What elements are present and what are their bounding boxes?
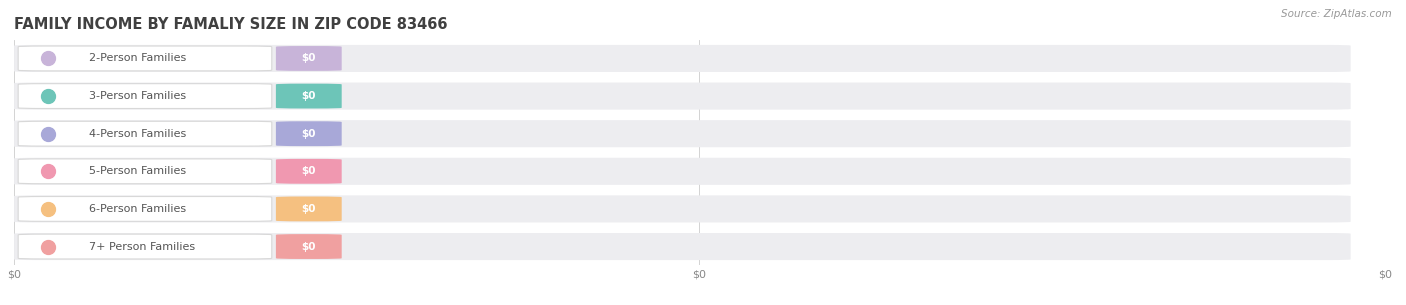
Text: 6-Person Families: 6-Person Families: [90, 204, 187, 214]
FancyBboxPatch shape: [14, 196, 1351, 222]
Text: $0: $0: [301, 166, 316, 176]
FancyBboxPatch shape: [18, 46, 271, 71]
FancyBboxPatch shape: [276, 121, 342, 146]
FancyBboxPatch shape: [276, 84, 342, 109]
Text: 2-Person Families: 2-Person Families: [90, 53, 187, 63]
FancyBboxPatch shape: [276, 159, 342, 184]
Text: 4-Person Families: 4-Person Families: [90, 129, 187, 139]
FancyBboxPatch shape: [14, 233, 1351, 260]
Text: $0: $0: [301, 204, 316, 214]
FancyBboxPatch shape: [18, 159, 271, 184]
Text: 7+ Person Families: 7+ Person Families: [90, 242, 195, 252]
Text: $0: $0: [301, 91, 316, 101]
FancyBboxPatch shape: [18, 234, 271, 259]
Text: 3-Person Families: 3-Person Families: [90, 91, 187, 101]
FancyBboxPatch shape: [18, 196, 271, 221]
Text: 5-Person Families: 5-Person Families: [90, 166, 187, 176]
FancyBboxPatch shape: [276, 46, 342, 71]
Text: $0: $0: [301, 53, 316, 63]
Text: $0: $0: [301, 242, 316, 252]
Text: $0: $0: [301, 129, 316, 139]
FancyBboxPatch shape: [14, 120, 1351, 147]
FancyBboxPatch shape: [18, 121, 271, 146]
FancyBboxPatch shape: [276, 234, 342, 259]
Text: FAMILY INCOME BY FAMALIY SIZE IN ZIP CODE 83466: FAMILY INCOME BY FAMALIY SIZE IN ZIP COD…: [14, 16, 447, 31]
Text: Source: ZipAtlas.com: Source: ZipAtlas.com: [1281, 9, 1392, 19]
FancyBboxPatch shape: [14, 45, 1351, 72]
FancyBboxPatch shape: [14, 158, 1351, 185]
FancyBboxPatch shape: [18, 84, 271, 109]
FancyBboxPatch shape: [276, 196, 342, 221]
FancyBboxPatch shape: [14, 83, 1351, 109]
